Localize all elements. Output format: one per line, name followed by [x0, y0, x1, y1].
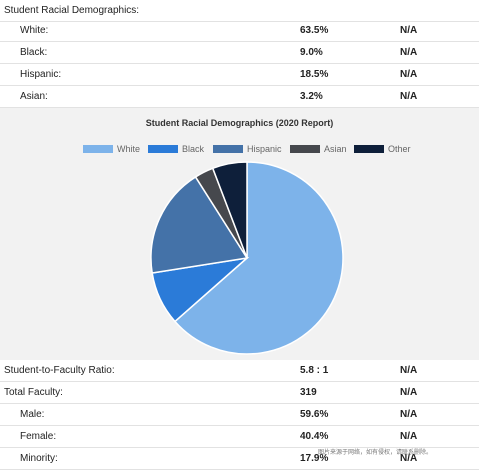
row-label: Male:	[20, 409, 45, 420]
faculty-row-female: Female: 40.4% N/A	[0, 426, 479, 448]
legend-label: Hispanic	[247, 144, 282, 154]
legend-swatch	[213, 145, 243, 153]
row-label: Asian:	[20, 91, 48, 102]
legend-swatch	[354, 145, 384, 153]
section-header-row: Student Racial Demographics:	[0, 0, 479, 22]
row-na: N/A	[400, 69, 418, 80]
faculty-row-ratio: Student-to-Faculty Ratio: 5.8 : 1 N/A	[0, 360, 479, 382]
row-value: 59.6%	[300, 409, 329, 420]
row-value: 9.0%	[300, 47, 323, 58]
row-value: 319	[300, 387, 317, 398]
legend-swatch	[83, 145, 113, 153]
legend-swatch	[148, 145, 178, 153]
pie-chart	[150, 161, 344, 355]
row-label: Student-to-Faculty Ratio:	[4, 365, 115, 376]
legend-label: Other	[388, 144, 411, 154]
row-na: N/A	[400, 25, 418, 36]
row-na: N/A	[400, 365, 418, 376]
faculty-row-total: Total Faculty: 319 N/A	[0, 382, 479, 404]
row-label: Minority:	[20, 453, 58, 464]
demographic-row-asian: Asian: 3.2% N/A	[0, 86, 479, 108]
row-na: N/A	[400, 409, 418, 420]
legend-label: Black	[182, 144, 205, 154]
row-value: 18.5%	[300, 69, 329, 80]
row-value: 3.2%	[300, 91, 323, 102]
row-na: N/A	[400, 431, 418, 442]
demographic-row-hispanic: Hispanic: 18.5% N/A	[0, 64, 479, 86]
row-label: White:	[20, 25, 49, 36]
watermark-text: 图片来源于网络，如有侵权，请联系删除。	[318, 450, 433, 456]
chart-title: Student Racial Demographics (2020 Report…	[145, 118, 334, 128]
pie-slice-white[interactable]	[173, 161, 344, 355]
demographic-row-black: Black: 9.0% N/A	[0, 42, 479, 64]
pie-slice-other[interactable]	[211, 161, 248, 259]
chart-legend: White Black Hispanic Asian Other	[0, 143, 479, 155]
row-na: N/A	[400, 91, 418, 102]
row-label: Total Faculty:	[4, 387, 63, 398]
row-label: Hispanic:	[20, 69, 62, 80]
row-value: 63.5%	[300, 25, 329, 36]
section-header: Student Racial Demographics:	[4, 5, 140, 16]
legend-swatch	[290, 145, 320, 153]
row-label: Black:	[20, 47, 48, 58]
row-na: N/A	[400, 453, 418, 464]
pie-slice-hispanic[interactable]	[150, 175, 249, 274]
row-na: N/A	[400, 387, 418, 398]
legend-label: Asian	[324, 144, 347, 154]
row-value: 40.4%	[300, 431, 329, 442]
demographic-row-white: White: 63.5% N/A	[0, 20, 479, 42]
legend-label: White	[117, 144, 141, 154]
row-value: 5.8 : 1	[300, 365, 329, 376]
row-label: Female:	[20, 431, 57, 442]
faculty-row-male: Male: 59.6% N/A	[0, 404, 479, 426]
row-na: N/A	[400, 47, 418, 58]
row-value: 17.9%	[300, 453, 329, 464]
